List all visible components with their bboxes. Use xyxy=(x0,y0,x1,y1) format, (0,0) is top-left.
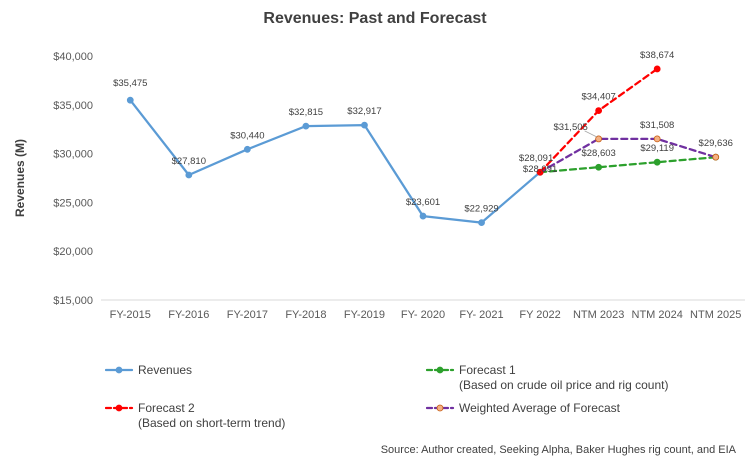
x-tick-label: FY-2017 xyxy=(227,309,268,321)
legend-marker-forecast2 xyxy=(115,404,123,412)
legend-swatch-revenues xyxy=(105,366,134,374)
data-label-revenues: $32,917 xyxy=(347,106,381,117)
data-label-revenues: $27,810 xyxy=(172,156,206,167)
series-marker-weighted xyxy=(595,135,603,143)
y-tick-labels: $15,000 $20,000 $25,000 $30,000 $35,000 $40,0… xyxy=(53,51,93,307)
x-tick-label: FY- 2021 xyxy=(459,309,503,321)
x-tick-label: NTM 2023 xyxy=(573,309,624,321)
y-tick-label: $30,000 xyxy=(53,149,93,161)
x-tick-label: FY 2022 xyxy=(519,309,560,321)
series-marker-forecast2 xyxy=(536,168,544,176)
x-tick-label: FY- 2020 xyxy=(401,309,445,321)
series-line-forecast1 xyxy=(538,156,717,174)
series-marker-revenues xyxy=(185,171,193,179)
series-marker-revenues xyxy=(478,219,485,227)
data-label-forecast1: $29,636 xyxy=(699,138,733,149)
legend-label-weighted-average: Weighted Average of Forecast xyxy=(459,401,620,415)
legend-label-revenues: Revenues xyxy=(138,363,193,377)
series-markers xyxy=(126,65,720,227)
data-labels: $35,475 $27,810 $30,440 $32,815 $32,917 $23,6… xyxy=(113,50,733,215)
x-tick-label: FY-2015 xyxy=(110,309,151,321)
series-marker-forecast1 xyxy=(653,158,661,166)
data-label-forecast2: $38,674 xyxy=(640,50,674,61)
legend-swatch-weighted-average xyxy=(426,404,455,412)
legend-marker-weighted xyxy=(436,404,444,412)
legend-marker-revenues xyxy=(115,366,123,374)
data-label-forecast1: $29,119 xyxy=(640,143,674,154)
series-marker-forecast2 xyxy=(595,107,603,114)
series-marker-revenues xyxy=(243,145,251,153)
data-label-weighted: $31,508 xyxy=(640,120,674,131)
chart-title: Revenues: Past and Forecast xyxy=(263,10,487,27)
y-axis-title: Revenues (M) xyxy=(13,139,27,217)
y-tick-label: $25,000 xyxy=(53,197,93,209)
data-label-forecast2: $28,091 xyxy=(523,164,557,175)
y-tick-label: $40,000 xyxy=(53,51,93,63)
data-label-revenues: $30,440 xyxy=(230,130,264,141)
x-tick-label: FY-2016 xyxy=(168,309,209,321)
legend-sublabel-forecast-2: (Based on short-term trend) xyxy=(138,416,286,430)
series-marker-forecast2 xyxy=(653,65,661,73)
series-marker-revenues xyxy=(302,122,310,130)
data-label-revenues: $32,815 xyxy=(289,107,323,118)
x-tick-label: NTM 2024 xyxy=(632,309,683,321)
series-line-weighted xyxy=(538,137,717,174)
data-label-revenues: $35,475 xyxy=(113,78,147,89)
legend-marker-forecast1 xyxy=(436,366,444,374)
legend-swatch-forecast-2 xyxy=(105,404,134,412)
data-label-revenues: $22,929 xyxy=(464,204,498,215)
y-tick-label: $35,000 xyxy=(53,100,93,112)
data-label-revenues: $23,601 xyxy=(406,197,440,208)
series-line-revenues xyxy=(129,99,542,224)
data-label-weighted: $31,505 xyxy=(553,122,587,133)
series-marker-weighted xyxy=(712,153,720,161)
series-marker-weighted xyxy=(653,135,661,143)
x-tick-label: FY-2018 xyxy=(285,309,326,321)
y-axis-label-group: Revenues (M) xyxy=(13,139,27,217)
series-marker-revenues xyxy=(126,96,134,104)
series-marker-revenues xyxy=(419,212,427,220)
legend-label-forecast-2: Forecast 2 xyxy=(138,401,195,415)
y-tick-label: $20,000 xyxy=(53,246,93,258)
source-note: Source: Author created, Seeking Alpha, B… xyxy=(380,444,736,456)
data-label-revenues: $28,091 xyxy=(519,153,553,164)
series-marker-forecast1 xyxy=(595,163,603,171)
legend-swatch-forecast-1 xyxy=(426,366,455,374)
legend-sublabel-forecast-1: (Based on crude oil price and rig count) xyxy=(459,378,669,392)
x-tick-label: FY-2019 xyxy=(344,309,385,321)
y-tick-label: $15,000 xyxy=(53,295,93,307)
x-tick-label: NTM 2025 xyxy=(690,309,741,321)
data-label-leader xyxy=(584,130,597,138)
legend-label-forecast-1: Forecast 1 xyxy=(459,363,516,377)
data-label-forecast1: $28,603 xyxy=(581,148,615,159)
x-tick-labels: FY-2015 FY-2016 FY-2017 FY-2018 FY-2019 FY- 2… xyxy=(110,309,742,321)
data-label-forecast2: $34,407 xyxy=(581,92,615,103)
series-marker-revenues xyxy=(361,121,368,129)
